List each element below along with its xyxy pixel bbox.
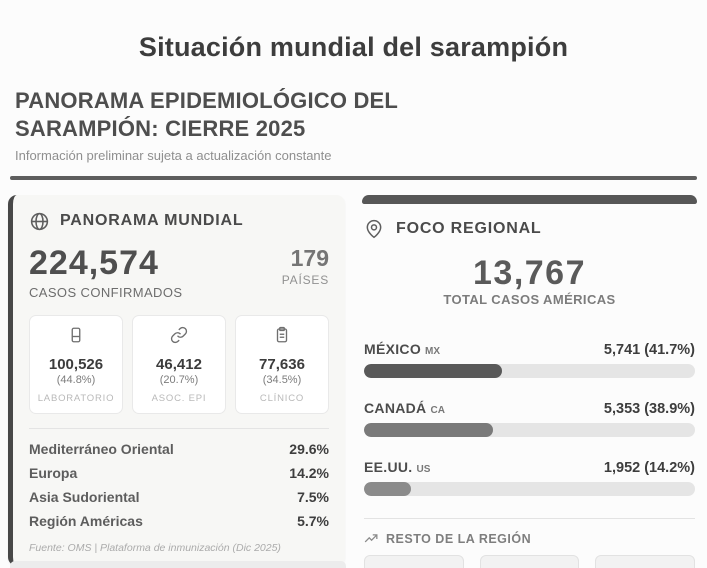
epi-label: ASOC. EPI <box>151 392 207 404</box>
vial-icon <box>67 326 85 344</box>
section-divider <box>10 175 697 180</box>
classification-boxes: 100,526 (44.8%) LABORATORIO 46,412 (20.7… <box>29 314 329 414</box>
clipboard-icon <box>273 326 291 344</box>
region-row-europa: Europa 14.2% <box>29 461 329 485</box>
country-bars: MÉXICO MX 5,741 (41.7%) CANADÁ CA 5,353 (3… <box>364 341 695 496</box>
report-heading-line1: PANORAMA EPIDEMIOLÓGICO DEL <box>15 88 399 113</box>
country-name: CANADÁ <box>364 399 427 416</box>
epi-value: 46,412 <box>156 355 202 373</box>
bar-fill-mexico <box>364 363 503 378</box>
cutoff-stat-boxes <box>364 554 696 568</box>
globe-icon <box>29 211 50 232</box>
region-value: 14.2% <box>289 464 329 481</box>
cutoff-box <box>364 554 464 568</box>
country-code: US <box>416 463 431 475</box>
countries-stat: 179 PAÍSES <box>281 244 329 288</box>
map-pin-icon <box>364 219 384 239</box>
bar-track-eeuu <box>364 481 695 496</box>
americas-total-label: TOTAL CASOS AMÉRICAS <box>443 291 616 307</box>
country-name: EE.UU. <box>364 458 413 475</box>
country-row-canada: CANADÁ CA 5,353 (38.9%) <box>364 400 695 437</box>
region-row-asia: Asia Sudoriental 7.5% <box>29 485 329 509</box>
region-label: Región Américas <box>29 512 143 529</box>
lab-value: 100,526 <box>48 355 104 373</box>
panels-container: PANORAMA MUNDIAL 224,574 CASOS CONFIRMAD… <box>8 194 697 568</box>
regional-footer-divider <box>364 517 695 519</box>
region-value: 5.7% <box>297 512 329 529</box>
country-name: MÉXICO <box>364 340 422 357</box>
clinico-label: CLÍNICO <box>259 392 305 404</box>
country-row-eeuu: EE.UU. US 1,952 (14.2%) <box>364 459 695 496</box>
bar-fill-eeuu <box>364 481 411 496</box>
countries-value: 179 <box>290 244 329 271</box>
country-code: CA <box>430 404 445 416</box>
world-panel-title: PANORAMA MUNDIAL <box>60 212 244 230</box>
lab-label: LABORATORIO <box>37 392 115 404</box>
rest-of-region-header: RESTO DE LA REGIÓN <box>364 532 695 546</box>
country-value: 1,952 (14.2%) <box>603 459 695 476</box>
regional-focus-panel: FOCO REGIONAL 13,767 TOTAL CASOS AMÉRICA… <box>362 194 697 568</box>
report-subtitle: Información preliminar sujeta a actualiz… <box>15 147 332 163</box>
cutoff-box <box>479 554 580 568</box>
countries-label: PAÍSES <box>281 273 329 288</box>
panel-accent-bar <box>362 194 697 204</box>
trending-up-icon <box>364 532 378 546</box>
confirmed-cases-label: CASOS CONFIRMADOS <box>29 284 183 300</box>
clinico-percent: (34.5%) <box>262 373 302 386</box>
cutoff-box <box>595 554 696 568</box>
region-row-mediterraneo: Mediterráneo Oriental 29.6% <box>29 437 329 461</box>
world-stats-row: 224,574 CASOS CONFIRMADOS 179 PAÍSES <box>29 243 329 300</box>
stat-box-asoc-epi: 46,412 (20.7%) ASOC. EPI <box>132 314 226 414</box>
region-list-divider <box>29 427 329 429</box>
regional-panel-body: FOCO REGIONAL 13,767 TOTAL CASOS AMÉRICA… <box>362 204 697 568</box>
report-heading: PANORAMA EPIDEMIOLÓGICO DEL SARAMPIÓN: C… <box>15 87 691 143</box>
bar-track-canada <box>364 422 695 437</box>
link-icon <box>170 326 188 344</box>
region-label: Asia Sudoriental <box>29 488 140 505</box>
region-row-americas: Región Américas 5.7% <box>29 509 329 533</box>
lab-percent: (44.8%) <box>56 373 96 386</box>
clinico-value: 77,636 <box>259 355 305 373</box>
regional-panel-header: FOCO REGIONAL <box>364 219 695 239</box>
country-code: MX <box>425 345 441 357</box>
page-title: Situación mundial del sarampión <box>138 32 569 62</box>
regional-panel-title: FOCO REGIONAL <box>396 219 542 237</box>
report-header: PANORAMA EPIDEMIOLÓGICO DEL SARAMPIÓN: C… <box>15 87 691 163</box>
bar-fill-canada <box>364 422 493 437</box>
country-value: 5,353 (38.9%) <box>603 400 695 417</box>
report-heading-line2: SARAMPIÓN: CIERRE 2025 <box>15 115 306 141</box>
stat-box-clinico: 77,636 (34.5%) CLÍNICO <box>235 314 329 414</box>
world-panel-header: PANORAMA MUNDIAL <box>29 211 329 232</box>
region-label: Mediterráneo Oriental <box>29 440 174 457</box>
rest-of-region-label: RESTO DE LA REGIÓN <box>386 531 532 546</box>
confirmed-cases-stat: 224,574 CASOS CONFIRMADOS <box>29 243 183 300</box>
cutoff-element-left <box>10 561 346 568</box>
region-label: Europa <box>29 464 78 481</box>
bar-track-mexico <box>364 363 695 378</box>
country-row-mexico: MÉXICO MX 5,741 (41.7%) <box>364 341 695 378</box>
region-list: Mediterráneo Oriental 29.6% Europa 14.2%… <box>29 437 329 533</box>
region-value: 29.6% <box>289 440 329 457</box>
confirmed-cases-value: 224,574 <box>29 243 159 282</box>
country-value: 5,741 (41.7%) <box>603 341 695 358</box>
world-overview-panel: PANORAMA MUNDIAL 224,574 CASOS CONFIRMAD… <box>8 194 345 566</box>
americas-total: 13,767 TOTAL CASOS AMÉRICAS <box>364 256 695 307</box>
americas-total-value: 13,767 <box>473 253 586 292</box>
epi-percent: (20.7%) <box>159 373 199 386</box>
region-value: 7.5% <box>297 488 329 505</box>
source-note: Fuente: OMS | Plataforma de inmunización… <box>29 541 281 554</box>
stat-box-laboratorio: 100,526 (44.8%) LABORATORIO <box>29 314 123 414</box>
